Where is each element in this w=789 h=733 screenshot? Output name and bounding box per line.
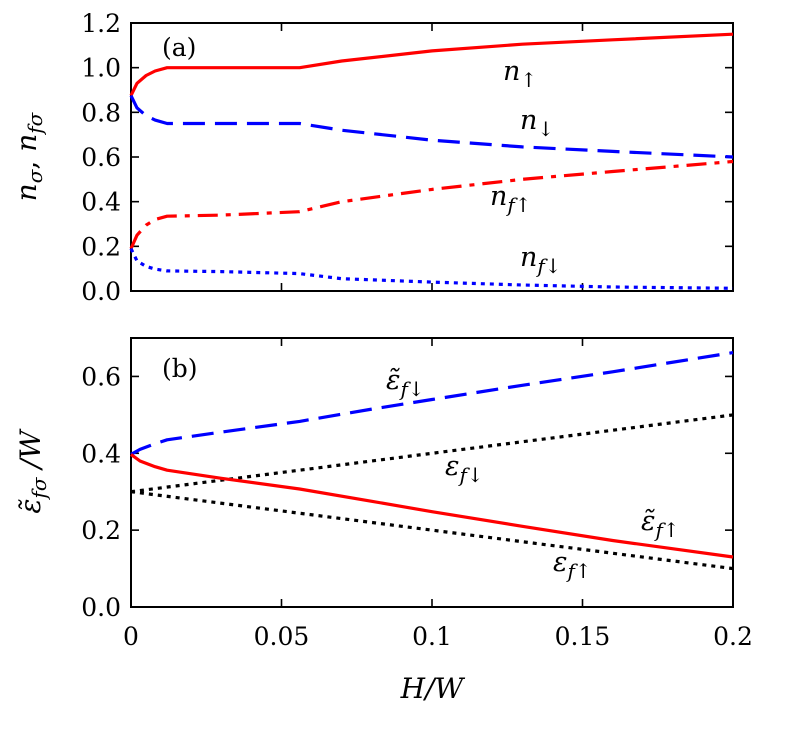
- label-nf-down: nf↓: [520, 242, 562, 278]
- label-eps-down: εf↓: [445, 451, 484, 487]
- label-eps-tilde-up: ε̃f↑: [641, 506, 680, 542]
- y-tick-label: 0.2: [81, 232, 121, 261]
- label-eps-tilde-down: ε̃f↓: [386, 365, 425, 401]
- panel-a-label: (a): [162, 33, 196, 62]
- panel-b-series: [130, 351, 734, 571]
- series-line: [129, 159, 734, 250]
- panel-a-ylabel: nσ, nfσ: [10, 111, 47, 201]
- x-tick-label: 0.05: [254, 622, 310, 651]
- label-n-down: n↓: [520, 105, 554, 141]
- panel-b-ylabel: ε̃fσ /W: [14, 428, 51, 513]
- panel-b-frame: [130, 337, 734, 608]
- y-tick-label: 0.0: [81, 277, 121, 306]
- series-line: [130, 351, 734, 456]
- x-tick-label: 0.1: [412, 622, 452, 651]
- panel-a: 0.00.20.40.60.81.01.2 (a) nσ, nfσ n↑ n↓ …: [10, 9, 734, 306]
- x-tick-label: 0.15: [555, 622, 611, 651]
- panel-a-series: [129, 32, 734, 290]
- series-line: [129, 247, 734, 290]
- label-eps-up: εf↑: [553, 547, 592, 583]
- x-tick-label: 0.2: [713, 622, 753, 651]
- panel-a-ticks: 0.0 0.2 0.4 0.6 0.8 1.0 1.2: [81, 9, 734, 306]
- y-tick-label: 0.2: [81, 516, 121, 545]
- series-line: [129, 94, 734, 159]
- y-tick-label: 0.0: [81, 593, 121, 622]
- series-line: [130, 413, 734, 494]
- label-nf-up: nf↑: [490, 181, 532, 217]
- y-tick-label: 1.0: [81, 54, 121, 83]
- y-tick-label: 0.4: [81, 439, 121, 468]
- y-tick-label: 0.6: [81, 362, 121, 391]
- series-line: [130, 490, 734, 571]
- series-line: [129, 32, 734, 97]
- panel-b-label: (b): [162, 354, 198, 383]
- panel-b: 0 0.05 0.1 0.15 0.20.00.20.40.6 (b) ε̃fσ /W …: [14, 337, 753, 705]
- panel-b-ticks: 0 0.05 0.1 0.15 0.2 0.0 0.2 0.4 0.6: [81, 338, 753, 651]
- panel-a-frame: [130, 22, 734, 292]
- x-tick-label: 0: [123, 622, 139, 651]
- y-tick-label: 0.8: [81, 98, 121, 127]
- y-tick-label: 1.2: [81, 9, 121, 38]
- y-tick-label: 0.4: [81, 188, 121, 217]
- x-axis-label: H/W: [400, 672, 466, 705]
- series-line: [130, 453, 734, 559]
- label-n-up: n↑: [503, 56, 537, 92]
- y-tick-label: 0.6: [81, 143, 121, 172]
